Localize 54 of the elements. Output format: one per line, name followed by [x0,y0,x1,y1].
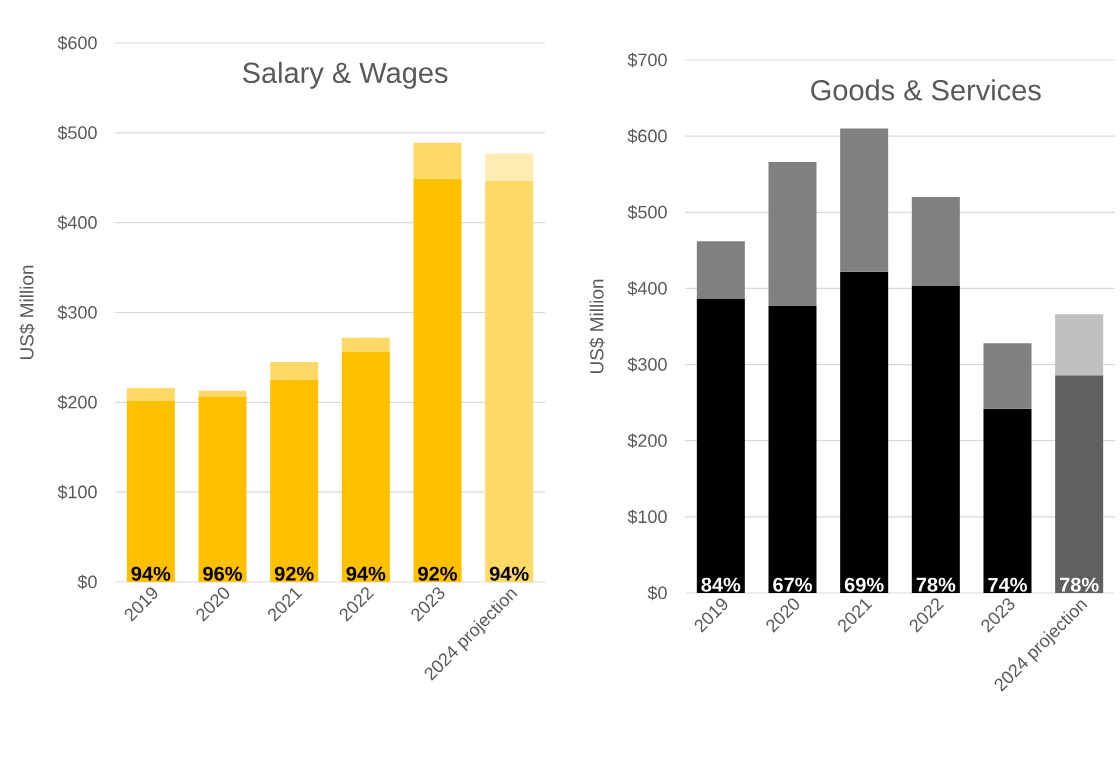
y-tick-label: $500 [57,125,97,141]
y-tick-label: $200 [57,395,97,410]
annotation: 94% [131,566,171,581]
bar [126,400,175,582]
y-tick-label: $300 [57,305,97,320]
bar [1055,375,1104,593]
y-tick-label: $200 [627,433,667,448]
bar [983,408,1032,593]
annotation: 92% [418,566,457,581]
bar [840,128,889,272]
y-tick-label: $600 [627,128,667,144]
annotation: 78% [916,577,956,592]
y-tick-label: $300 [627,357,667,372]
bar [413,142,462,179]
y-tick-label: $400 [57,215,97,230]
bar [198,396,247,582]
bar [696,241,745,300]
y-axis-title: US$ Million [19,265,35,360]
annotation: 69% [844,577,884,592]
bar [768,162,817,306]
y-tick-label: $0 [77,574,97,590]
bar [485,153,534,181]
annotation: 67% [773,577,812,592]
text: Salary & Wages [242,61,448,89]
y-tick-label: $100 [57,484,97,500]
bar [270,361,319,380]
y-tick-label: $600 [57,35,97,51]
y-tick-label: $700 [627,52,667,68]
annotation: 96% [203,566,242,581]
annotation: 94% [489,566,529,581]
annotation: 78% [1060,577,1099,592]
bar [911,285,960,593]
bar [413,178,462,582]
bar [983,343,1032,409]
bar [198,390,247,397]
y-tick-label: $0 [647,585,667,601]
bar [696,299,745,593]
bar [270,379,319,582]
bar [126,387,175,401]
y-tick-label: $400 [627,281,667,296]
y-tick-label: $500 [627,204,667,220]
annotation: 74% [988,577,1027,592]
text: Goods & Services [811,79,1041,101]
annotation: 84% [701,577,741,592]
bar [1055,314,1104,376]
bar [341,337,390,353]
bar [911,197,960,286]
bar [341,352,390,582]
bar [768,305,817,593]
annotation: 94% [346,566,386,581]
bar [840,271,889,593]
y-axis-title: US$ Million [589,279,605,374]
annotation: 92% [274,566,314,581]
y-tick-label: $100 [627,509,667,525]
